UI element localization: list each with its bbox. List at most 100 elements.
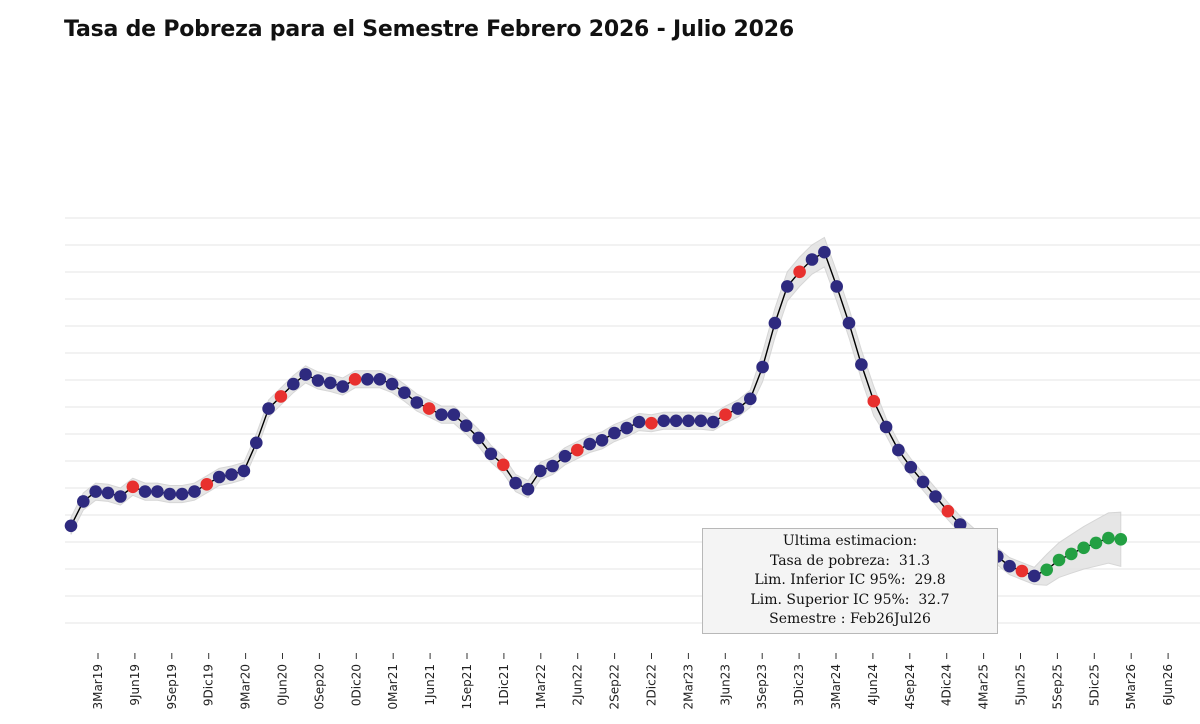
x-tick-label: 3Dic23 bbox=[792, 664, 806, 706]
data-point bbox=[768, 316, 782, 330]
data-point bbox=[287, 377, 300, 391]
data-point bbox=[879, 420, 893, 434]
data-point bbox=[546, 459, 559, 473]
x-tick-label: 0Dic20 bbox=[349, 664, 363, 706]
data-point bbox=[830, 280, 843, 293]
annotation-ci-upper: Lim. Superior IC 95%: 32.7 bbox=[750, 591, 950, 608]
x-tick-label: 5Mar26 bbox=[1124, 664, 1138, 710]
data-point bbox=[595, 434, 609, 447]
data-point bbox=[818, 245, 831, 259]
data-point bbox=[781, 280, 794, 293]
data-point bbox=[212, 470, 226, 484]
data-point bbox=[521, 482, 535, 496]
data-point bbox=[632, 415, 646, 429]
data-point bbox=[534, 464, 547, 478]
data-point bbox=[225, 468, 238, 481]
x-axis: 3Mar19 9Jun19 9Sep19 9Dic19 9Mar20 0Jun20 0Sep… bbox=[91, 653, 1175, 710]
highlight-point bbox=[941, 504, 955, 518]
x-tick-label: 0Sep20 bbox=[312, 664, 326, 710]
annotation-heading: Ultima estimacion: bbox=[782, 533, 918, 549]
data-point bbox=[694, 414, 708, 428]
x-tick-label: 4Sep24 bbox=[903, 664, 917, 710]
data-point bbox=[842, 316, 856, 330]
data-point bbox=[324, 376, 337, 390]
data-point bbox=[311, 374, 325, 387]
last-estimate-annotation: Ultima estimacion: Tasa de pobreza: 31.3… bbox=[702, 528, 998, 634]
highlight-point bbox=[200, 478, 214, 491]
x-tick-label: 1Mar22 bbox=[534, 664, 548, 710]
x-tick-label: 3Jun23 bbox=[718, 664, 732, 706]
data-point bbox=[64, 519, 78, 533]
data-point bbox=[237, 464, 251, 478]
data-point bbox=[892, 443, 905, 457]
data-point bbox=[299, 368, 312, 381]
data-point bbox=[175, 487, 189, 501]
annotation-semester: Semestre : Feb26Jul26 bbox=[769, 611, 931, 628]
data-point bbox=[620, 421, 634, 435]
data-point bbox=[916, 475, 930, 489]
x-tick-label: 0Mar21 bbox=[386, 664, 400, 710]
data-point bbox=[89, 485, 102, 498]
data-point bbox=[398, 386, 411, 400]
data-point bbox=[188, 485, 201, 498]
data-point bbox=[608, 426, 621, 440]
highlight-point bbox=[719, 408, 732, 422]
confidence-band bbox=[70, 236, 1122, 586]
x-tick-label: 1Sep21 bbox=[460, 664, 474, 710]
highlight-point bbox=[645, 416, 658, 430]
data-point bbox=[731, 402, 745, 415]
data-point bbox=[101, 486, 115, 500]
data-point bbox=[682, 414, 695, 428]
data-point bbox=[151, 485, 164, 498]
data-point bbox=[929, 490, 942, 503]
highlight-point bbox=[274, 390, 288, 403]
data-point bbox=[77, 495, 90, 508]
forecast-point bbox=[1114, 533, 1128, 546]
data-point bbox=[855, 358, 868, 371]
gridlines bbox=[65, 217, 1200, 624]
x-tick-label: 3Mar24 bbox=[829, 664, 843, 710]
x-tick-label: 2Sep22 bbox=[608, 664, 622, 710]
x-tick-label: 6Jun26 bbox=[1161, 664, 1175, 706]
data-point bbox=[706, 415, 720, 429]
highlight-point bbox=[126, 480, 140, 494]
data-point bbox=[484, 447, 498, 461]
x-tick-label: 3Sep23 bbox=[755, 664, 769, 710]
x-tick-label: 1Dic21 bbox=[497, 664, 511, 706]
highlight-point bbox=[497, 458, 510, 472]
x-tick-label: 0Jun20 bbox=[276, 664, 290, 706]
data-point bbox=[262, 402, 275, 415]
x-tick-label: 2Dic22 bbox=[645, 664, 659, 706]
forecast-point bbox=[1052, 553, 1066, 567]
x-tick-label: 9Mar20 bbox=[239, 664, 253, 710]
x-tick-label: 5Dic25 bbox=[1087, 664, 1101, 706]
data-point bbox=[558, 449, 572, 463]
x-tick-label: 5Jun25 bbox=[1014, 664, 1028, 706]
highlight-point bbox=[793, 265, 806, 279]
data-point bbox=[410, 396, 424, 409]
x-tick-label: 4Mar25 bbox=[977, 664, 991, 710]
forecast-point bbox=[1102, 531, 1115, 545]
x-tick-label: 4Dic24 bbox=[940, 664, 954, 706]
highlight-point bbox=[422, 402, 436, 415]
chart-title: Tasa de Pobreza para el Semestre Febrero… bbox=[64, 17, 794, 42]
x-tick-label: 5Sep25 bbox=[1050, 664, 1064, 710]
x-tick-label: 9Dic19 bbox=[202, 664, 216, 706]
data-point bbox=[435, 408, 448, 422]
data-point bbox=[114, 490, 127, 503]
data-point bbox=[756, 360, 769, 374]
x-tick-label: 9Jun19 bbox=[128, 664, 142, 706]
forecast-point bbox=[1089, 536, 1103, 550]
data-point bbox=[459, 419, 473, 433]
forecast-point bbox=[1040, 563, 1053, 577]
data-point bbox=[138, 485, 152, 498]
forecast-point bbox=[1065, 547, 1078, 561]
x-tick-label: 2Mar23 bbox=[681, 664, 695, 710]
annotation-poverty-rate: Tasa de pobreza: 31.3 bbox=[769, 552, 931, 569]
data-point bbox=[385, 377, 399, 391]
data-point bbox=[249, 436, 263, 450]
highlight-point bbox=[867, 394, 881, 408]
data-point bbox=[669, 414, 683, 428]
x-tick-label: 4Jun24 bbox=[866, 664, 880, 706]
